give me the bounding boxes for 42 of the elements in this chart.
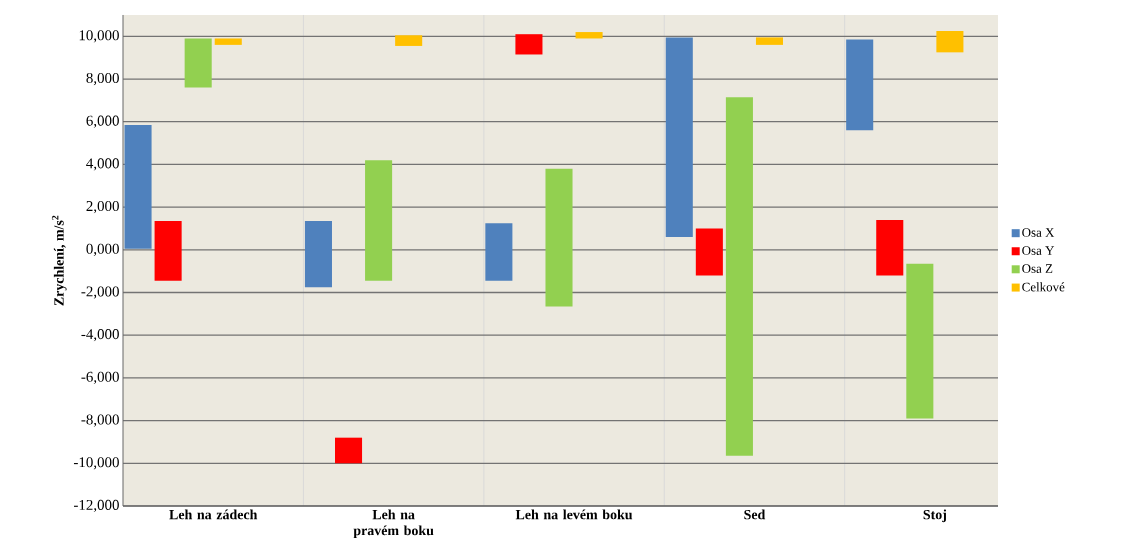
y-tick-label: 2,000 — [86, 201, 119, 214]
bar — [365, 160, 393, 281]
legend-label: Osa Y — [1022, 246, 1055, 255]
bar — [545, 168, 573, 307]
bar — [485, 223, 513, 281]
bar — [725, 97, 753, 456]
y-tick-label: -4,000 — [81, 329, 119, 342]
bar — [304, 220, 332, 288]
bar — [755, 37, 784, 45]
bar — [575, 32, 603, 39]
x-tick-label: Leh na pravém boku — [353, 509, 434, 539]
bar — [695, 228, 723, 276]
y-tick-label: -6,000 — [81, 371, 119, 385]
y-tick-label: 8,000 — [86, 72, 119, 86]
bar — [515, 34, 543, 55]
legend-label: Osa Z — [1022, 264, 1053, 273]
y-axis-title: Zrychlení, m/s$^{2}$ — [51, 215, 67, 306]
bar — [846, 39, 874, 131]
bar — [665, 37, 693, 237]
y-tick-label: -10,000 — [73, 457, 119, 470]
x-tick-label: Stoj — [923, 509, 946, 523]
x-tick-label: Leh na levém boku — [515, 509, 633, 520]
y-tick-label: -8,000 — [81, 414, 119, 427]
bar — [124, 124, 152, 249]
x-tick-label: Sed — [744, 509, 766, 520]
y-tick-label: 4,000 — [86, 158, 119, 171]
legend-label: Celkové — [1022, 282, 1065, 292]
y-tick-label: -12,000 — [73, 499, 119, 513]
y-tick-label: 6,000 — [86, 115, 119, 128]
bar — [906, 263, 934, 419]
legend-label: Osa X — [1022, 228, 1055, 237]
x-tick-label: Leh na zádech — [169, 509, 258, 520]
y-tick-label: 10,000 — [79, 30, 119, 43]
bar — [184, 38, 212, 88]
bar — [154, 220, 182, 281]
bar — [214, 38, 242, 45]
bar — [936, 31, 964, 53]
bar — [395, 35, 423, 46]
bar — [876, 219, 904, 276]
y-tick-label: -2,000 — [81, 286, 119, 299]
y-tick-label: 0,000 — [86, 243, 119, 256]
bar — [335, 437, 363, 464]
